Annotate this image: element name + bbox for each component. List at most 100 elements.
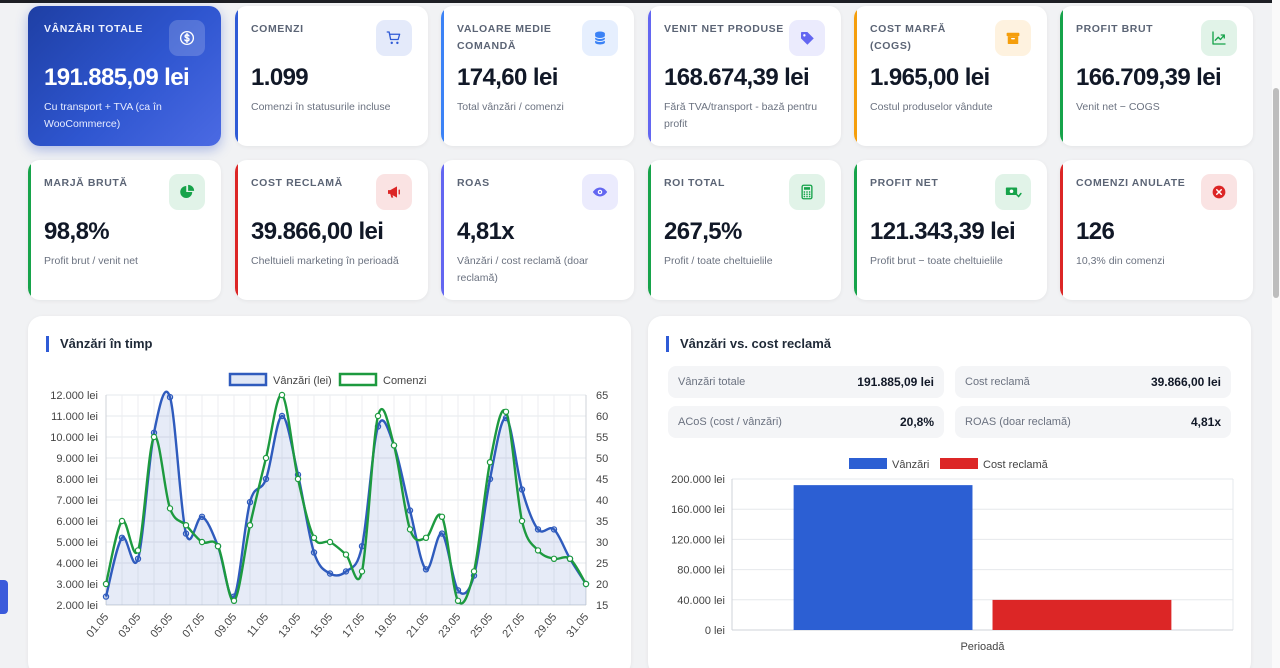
x-tick-label: 13.05 <box>276 611 303 640</box>
data-point <box>182 521 190 529</box>
chart-legend: Vânzări (lei) Comenzi <box>228 372 426 387</box>
kpi-value: 191.885,09 lei <box>44 64 190 91</box>
data-point <box>358 568 366 575</box>
kpi-value: 39.866,00 lei <box>251 218 384 245</box>
y-tick-label: 120.000 lei <box>671 534 725 546</box>
y-tick-label-left: 4.000 lei <box>56 558 98 570</box>
dollar-icon <box>169 20 205 56</box>
stat-value: 191.885,09 lei <box>857 375 934 389</box>
data-point <box>134 547 142 554</box>
legend-label: Vânzări <box>892 459 929 471</box>
x-tick-label: 23.05 <box>436 611 463 640</box>
data-point <box>438 530 446 537</box>
bar-sales <box>793 485 973 630</box>
y-tick-label-right: 45 <box>596 474 608 486</box>
x-tick-label: 19.05 <box>372 611 399 640</box>
kpi-accent-bar <box>1060 160 1063 300</box>
kpi-card: COST MARFĂ (COGS) 1.965,00 lei Costul prod… <box>854 6 1047 146</box>
kpi-value: 166.709,39 lei <box>1076 64 1222 91</box>
trend-up-icon <box>1201 20 1237 56</box>
kpi-accent-bar <box>235 160 238 300</box>
kpi-label: VALOARE MEDIE COMANDĂ <box>457 23 552 52</box>
kpi-card: VÂNZĂRI TOTALE 191.885,09 lei Cu transport… <box>28 6 221 146</box>
data-point <box>534 547 542 554</box>
kpi-subtitle: Vânzări / cost reclamă (doar reclamă) <box>457 255 589 284</box>
legend-label: Cost reclamă <box>983 459 1049 471</box>
kpi-label: COMENZI <box>251 23 304 35</box>
scrollbar-thumb[interactable] <box>1273 88 1279 298</box>
kpi-subtitle: Cu transport + TVA (ca în WooCommerce) <box>44 101 162 130</box>
chart-legend: Vânzări Cost reclamă <box>849 458 1049 471</box>
y-tick-label-right: 20 <box>596 579 608 591</box>
kpi-card: COMENZI 1.099 Comenzi în statusurile inclu… <box>235 6 428 146</box>
kpi-subtitle: Fără TVA/transport - bază pentru profit <box>664 101 818 130</box>
y-tick-label-left: 6.000 lei <box>56 516 98 528</box>
kpi-value: 267,5% <box>664 218 742 245</box>
data-point <box>422 566 430 573</box>
kpi-label: PROFIT BRUT <box>1076 23 1154 35</box>
kpi-label: PROFIT NET <box>870 177 939 189</box>
data-point <box>358 542 366 550</box>
kpi-card: PROFIT NET 121.343,39 lei Profit brut − to… <box>854 160 1047 300</box>
y-tick-label: 80.000 lei <box>677 565 725 577</box>
kpi-value: 121.343,39 lei <box>870 218 1016 245</box>
stat-label: Vânzări totale <box>678 376 746 388</box>
kpi-accent-bar <box>441 6 444 146</box>
data-point <box>406 507 414 514</box>
top-border <box>0 0 1280 3</box>
y-tick-label-left: 11.000 lei <box>51 411 98 423</box>
kpi-subtitle: Profit brut / venit net <box>44 255 138 267</box>
y-tick-label-right: 35 <box>596 516 608 528</box>
kpi-label: COST MARFĂ (COGS) <box>870 23 946 52</box>
data-point <box>470 568 478 575</box>
data-point <box>150 433 158 441</box>
data-point <box>102 593 110 600</box>
legend-swatch <box>228 372 268 387</box>
kpi-accent-bar <box>648 160 651 300</box>
y-tick-label-right: 65 <box>596 390 608 402</box>
sales-vs-ads-chart: 0 lei 40.000 lei 80.000 lei 120.000 lei 160.… <box>671 458 1234 653</box>
kpi-label: COMENZI ANULATE <box>1076 177 1186 189</box>
scrollbar-track[interactable] <box>1272 0 1280 668</box>
legend-swatch <box>849 458 887 469</box>
kpi-subtitle: Venit net − COGS <box>1076 101 1160 113</box>
data-point <box>310 549 318 556</box>
side-collapse-handle[interactable] <box>0 580 8 614</box>
kpi-card: VALOARE MEDIE COMANDĂ 174,60 lei Total vân… <box>441 6 634 146</box>
legend-swatch <box>338 372 378 387</box>
series-line-sales <box>104 390 588 599</box>
calculator-icon <box>789 174 825 210</box>
kpi-accent-bar <box>854 160 857 300</box>
data-point <box>326 570 334 577</box>
data-point <box>550 526 558 533</box>
data-point <box>518 486 526 493</box>
stat-value: 20,8% <box>899 415 934 429</box>
data-point <box>534 526 542 533</box>
y-tick-label: 200.000 lei <box>671 474 725 486</box>
kpi-card: ROI TOTAL 267,5% Profit / toate cheltuieli… <box>648 160 841 300</box>
x-tick-label: 09.05 <box>212 611 239 640</box>
kpi-subtitle: Comenzi în statusurile incluse <box>251 101 391 113</box>
kpi-card: COST RECLAMĂ 39.866,00 lei Cheltuieli mark… <box>235 160 428 300</box>
kpi-accent-bar <box>1060 6 1063 146</box>
kpi-subtitle: Costul produselor vândute <box>870 101 993 113</box>
data-point <box>518 517 526 525</box>
x-tick-label: 29.05 <box>532 611 559 640</box>
x-tick-label: 05.05 <box>148 611 175 640</box>
x-category-label: Perioadă <box>960 641 1005 653</box>
sales-over-time-panel: Vânzări în timp 2.000 lei 3.000 lei 4.000 … <box>28 316 631 668</box>
legend-label: Comenzi <box>383 375 426 387</box>
stat-value: 39.866,00 lei <box>1150 375 1221 389</box>
database-icon <box>582 20 618 56</box>
data-point <box>134 555 142 562</box>
sales-vs-ads-title: Vânzări vs. cost reclamă <box>666 336 831 352</box>
data-point <box>246 521 254 529</box>
y-tick-label-left: 2.000 lei <box>56 600 98 612</box>
x-tick-label: 21.05 <box>404 611 431 640</box>
data-point <box>246 498 254 506</box>
y-tick-label-right: 30 <box>596 537 608 549</box>
y-tick-label-left: 7.000 lei <box>56 495 98 507</box>
money-icon <box>995 174 1031 210</box>
kpi-value: 4,81x <box>457 218 515 245</box>
data-point <box>550 555 558 562</box>
